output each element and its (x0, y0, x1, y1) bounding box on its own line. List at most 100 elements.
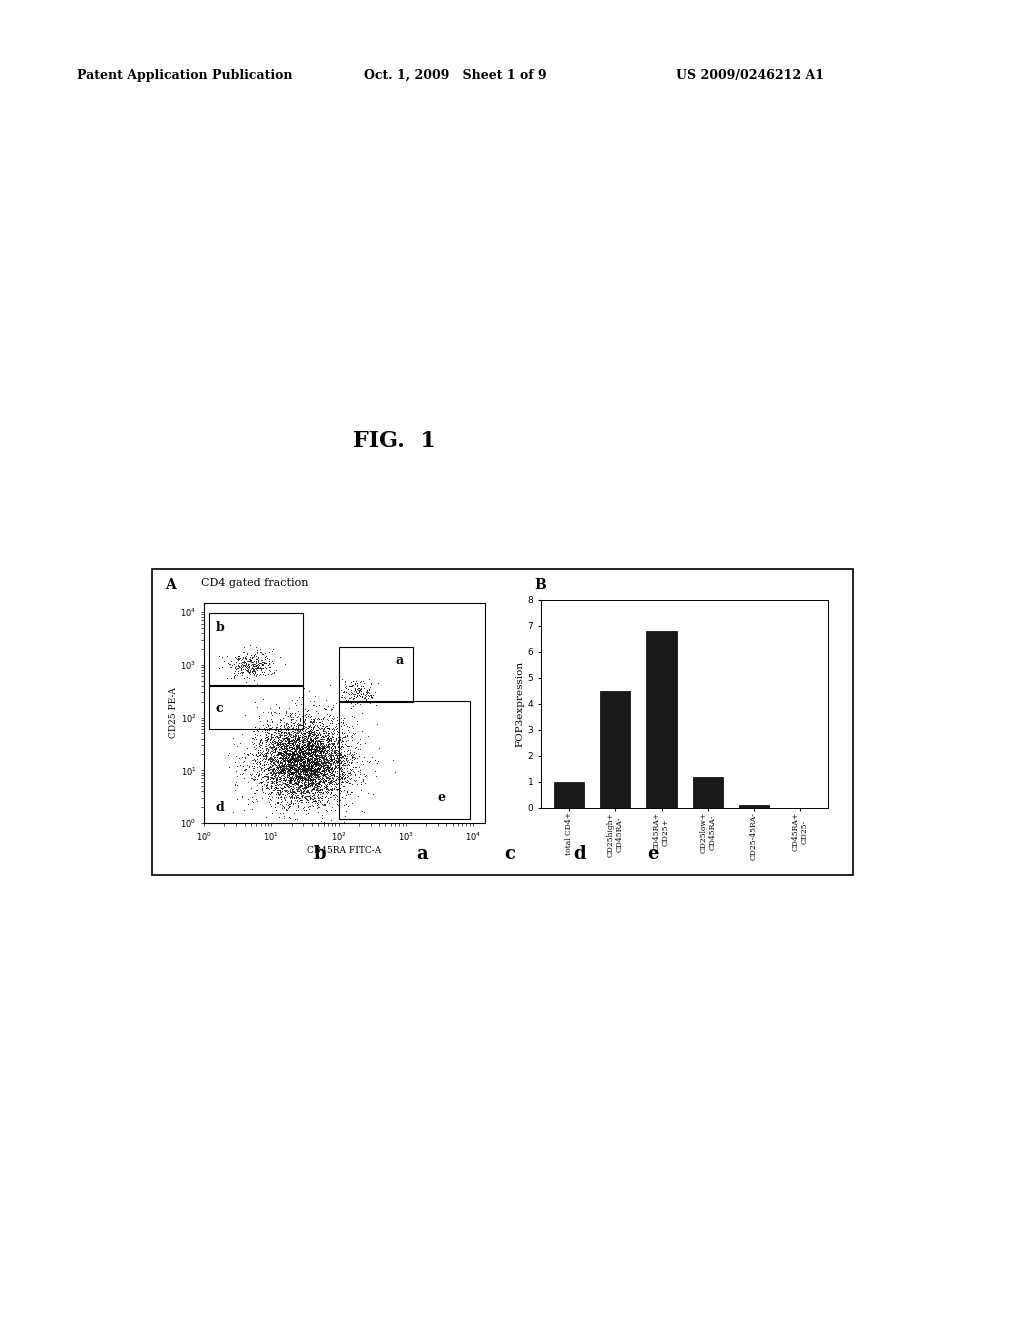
Point (314, 756, 331, 777)
Point (272, 760, 289, 781)
Point (293, 754, 309, 775)
Point (318, 759, 335, 780)
Point (302, 731, 318, 752)
Point (314, 741, 331, 762)
Point (290, 772, 306, 793)
Point (301, 755, 317, 776)
Point (296, 750, 312, 771)
Point (334, 730, 350, 751)
Point (314, 738, 331, 759)
Point (307, 775, 324, 796)
Point (311, 763, 328, 784)
Point (250, 651, 266, 672)
Point (270, 734, 287, 755)
Point (285, 776, 301, 797)
Point (316, 772, 333, 793)
Point (266, 661, 283, 682)
Point (367, 760, 383, 781)
Point (323, 742, 339, 763)
Point (265, 771, 282, 792)
Point (285, 725, 301, 746)
Point (316, 759, 333, 780)
Point (283, 775, 299, 796)
Point (298, 739, 314, 760)
Point (289, 735, 305, 756)
Point (245, 760, 261, 781)
Point (292, 746, 308, 767)
Point (332, 783, 348, 804)
Point (316, 777, 333, 799)
Point (299, 759, 315, 780)
Point (285, 763, 301, 784)
Point (248, 659, 264, 680)
Point (288, 742, 304, 763)
Point (290, 771, 306, 792)
Point (286, 747, 302, 768)
Point (323, 771, 339, 792)
Point (312, 723, 329, 744)
Point (311, 748, 328, 770)
Point (250, 764, 266, 785)
Point (315, 764, 332, 785)
Point (334, 734, 350, 755)
Point (271, 768, 288, 789)
Point (273, 781, 290, 803)
Point (304, 770, 321, 791)
Point (275, 735, 292, 756)
Point (308, 746, 325, 767)
Point (301, 731, 317, 752)
Point (299, 779, 315, 800)
Point (307, 750, 324, 771)
Point (352, 677, 369, 698)
Point (316, 746, 333, 767)
Point (310, 734, 327, 755)
Point (312, 781, 329, 803)
Point (300, 799, 316, 820)
Point (293, 766, 309, 787)
Point (317, 747, 334, 768)
Point (272, 747, 289, 768)
Point (278, 733, 294, 754)
Point (315, 739, 332, 760)
Point (319, 742, 336, 763)
Point (311, 758, 328, 779)
Point (304, 744, 321, 766)
Point (340, 795, 356, 816)
Point (352, 671, 369, 692)
Point (282, 702, 298, 723)
Point (306, 760, 323, 781)
Point (281, 752, 297, 774)
Point (275, 754, 292, 775)
Point (280, 751, 296, 772)
Point (292, 755, 308, 776)
Point (292, 743, 308, 764)
Point (272, 718, 289, 739)
Point (322, 762, 338, 783)
Point (285, 754, 301, 775)
Point (311, 731, 328, 752)
Point (297, 771, 313, 792)
Point (318, 717, 335, 738)
Point (298, 764, 314, 785)
Point (278, 735, 294, 756)
Point (318, 755, 335, 776)
Point (303, 764, 319, 785)
Point (300, 735, 316, 756)
Point (332, 780, 348, 801)
Point (270, 755, 287, 776)
Point (300, 760, 316, 781)
Point (292, 762, 308, 783)
Point (304, 734, 321, 755)
Point (299, 768, 315, 789)
Point (264, 663, 281, 684)
Point (259, 758, 275, 779)
Point (292, 760, 308, 781)
Point (301, 731, 317, 752)
Point (289, 737, 305, 758)
Point (249, 725, 265, 746)
Point (227, 775, 244, 796)
Point (319, 734, 336, 755)
Point (281, 748, 297, 770)
Point (274, 742, 291, 763)
Point (301, 722, 317, 743)
